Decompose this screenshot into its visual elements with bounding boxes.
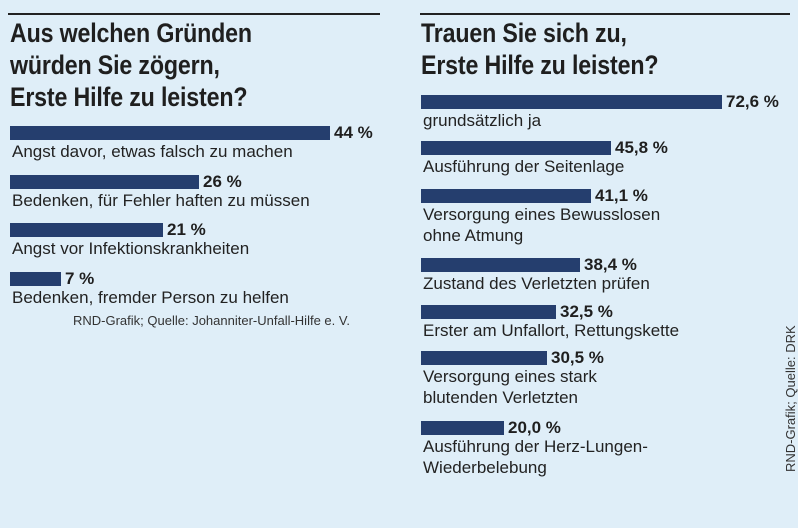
category-label-5: Erster am Unfallort, Rettungskette (423, 321, 680, 340)
value-label-1: 72,6 % (726, 92, 779, 111)
value-label-1: 44 % (334, 123, 373, 142)
left-source-note: RND-Grafik; Quelle: Johanniter-Unfall-Hi… (73, 313, 350, 328)
value-label-3: 41,1 % (595, 186, 648, 205)
left-chart-title: Aus welchen Gründen würden Sie zögern, E… (10, 17, 252, 113)
category-label-6: Versorgung eines stark blutenden Verletz… (423, 367, 597, 407)
bar-2 (10, 174, 199, 189)
bar-7 (421, 421, 504, 435)
left-top-rule (8, 13, 380, 15)
value-label-4: 38,4 % (584, 255, 637, 274)
bar-1 (421, 95, 722, 109)
category-label-7: Ausführung der Herz-Lungen- Wiederbelebu… (423, 437, 648, 477)
category-label-2: Bedenken, für Fehler haften zu müssen (12, 190, 310, 210)
left-title-line-3: Erste Hilfe zu leisten? (10, 82, 248, 112)
category-label-4: Bedenken, fremder Person zu helfen (12, 287, 289, 307)
bar-1 (10, 126, 330, 140)
bar-5 (421, 305, 556, 319)
value-label-5: 32,5 % (560, 302, 613, 321)
category-label-1: Angst davor, etwas falsch zu machen (12, 142, 293, 161)
value-label-7: 20,0 % (508, 418, 561, 437)
bar-4 (10, 271, 61, 286)
value-label-6: 30,5 % (551, 348, 604, 367)
right-chart-title: Trauen Sie sich zu, Erste Hilfe zu leist… (421, 17, 659, 81)
left-title-line-2: würden Sie zögern, (10, 50, 220, 80)
value-label-2: 45,8 % (615, 138, 668, 157)
value-label-2: 26 % (203, 171, 242, 191)
right-title-line-1: Trauen Sie sich zu, (421, 18, 627, 48)
value-label-4: 7 % (65, 268, 95, 288)
category-label-1: grundsätzlich ja (423, 111, 542, 130)
category-label-3: Versorgung eines Bewusslosen ohne Atmung (423, 205, 661, 245)
bar-4 (421, 258, 580, 272)
bar-3 (421, 189, 591, 203)
bar-6 (421, 351, 547, 365)
right-title-line-2: Erste Hilfe zu leisten? (421, 50, 659, 80)
bar-3 (10, 223, 163, 237)
left-title-line-1: Aus welchen Gründen (10, 18, 252, 48)
value-label-3: 21 % (167, 220, 206, 239)
category-label-2: Ausführung der Seitenlage (423, 157, 625, 176)
bar-2 (421, 141, 611, 155)
category-label-4: Zustand des Verletzten prüfen (423, 274, 650, 293)
right-top-rule (420, 13, 790, 15)
category-label-3: Angst vor Infektionskrankheiten (12, 239, 250, 258)
right-source-note: RND-Grafik; Quelle: DRK (783, 325, 798, 472)
